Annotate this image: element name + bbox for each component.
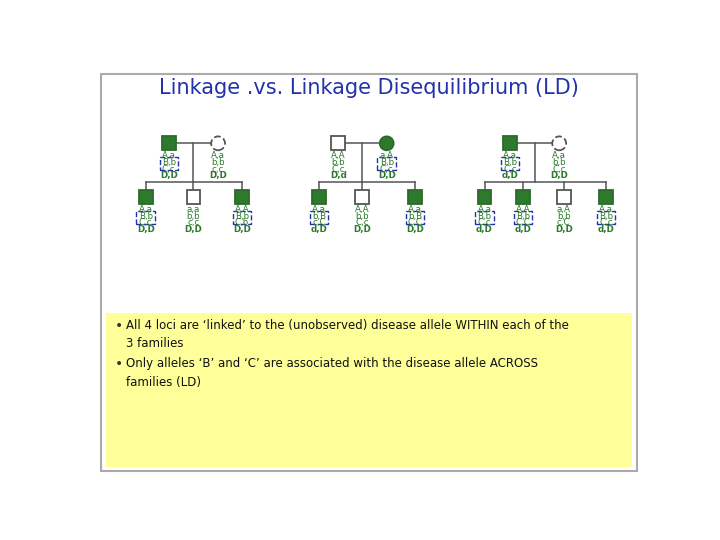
Bar: [235, 190, 249, 204]
Text: D,d: D,d: [330, 171, 346, 180]
Text: C,c: C,c: [599, 219, 613, 227]
Text: B,b: B,b: [516, 212, 530, 221]
Text: d,D: d,D: [598, 225, 615, 234]
Text: C,c: C,c: [139, 219, 153, 227]
Text: D,D: D,D: [353, 225, 371, 234]
Text: C,C: C,C: [408, 219, 423, 227]
Bar: [162, 137, 176, 150]
Text: C,C: C,C: [516, 219, 531, 227]
Text: d,D: d,D: [310, 225, 328, 234]
Text: D,D: D,D: [550, 171, 568, 180]
Text: C,b: C,b: [235, 219, 249, 227]
Text: Only alleles ‘B’ and ‘C’ are associated with the disease allele ACROSS
families : Only alleles ‘B’ and ‘C’ are associated …: [126, 357, 538, 389]
Bar: [597, 211, 616, 224]
Text: D,D: D,D: [555, 225, 572, 234]
Text: c,c: c,c: [212, 165, 224, 173]
Text: b,b: b,b: [331, 158, 345, 167]
Text: D,D: D,D: [184, 225, 202, 234]
Text: D,D: D,D: [406, 225, 424, 234]
Bar: [331, 137, 345, 150]
Bar: [312, 190, 326, 204]
Text: D,D: D,D: [209, 171, 227, 180]
Text: c,C: c,C: [312, 219, 325, 227]
Bar: [406, 211, 425, 224]
Text: b,b: b,b: [557, 212, 571, 221]
Bar: [106, 313, 632, 467]
Text: b,B: b,B: [312, 212, 326, 221]
Bar: [355, 190, 369, 204]
Text: C,c: C,c: [503, 165, 517, 173]
Bar: [186, 190, 200, 204]
Bar: [514, 211, 532, 224]
Text: a,A: a,A: [557, 205, 571, 214]
Bar: [503, 137, 517, 150]
Bar: [310, 211, 328, 224]
Text: c,C: c,C: [557, 219, 571, 227]
Text: A,a: A,a: [552, 151, 566, 160]
Text: c,c: c,c: [187, 219, 199, 227]
Text: b,b: b,b: [211, 158, 225, 167]
Text: B,b: B,b: [599, 212, 613, 221]
Text: A,A: A,A: [235, 205, 249, 214]
Text: •: •: [115, 357, 123, 372]
Bar: [139, 190, 153, 204]
Bar: [137, 211, 155, 224]
Text: d,D: d,D: [476, 225, 493, 234]
Text: A,A: A,A: [516, 205, 531, 214]
Text: A,a: A,a: [477, 205, 492, 214]
Text: C,c: C,c: [552, 165, 566, 173]
Text: A,a: A,a: [503, 151, 517, 160]
Text: A,a: A,a: [139, 205, 153, 214]
Bar: [233, 211, 251, 224]
Bar: [516, 190, 530, 204]
Text: b,b: b,b: [186, 212, 200, 221]
Text: A,A: A,A: [331, 151, 346, 160]
Text: D,D: D,D: [378, 171, 396, 180]
Text: B,b: B,b: [235, 212, 249, 221]
Text: C,c: C,c: [331, 165, 345, 173]
Bar: [500, 157, 519, 170]
Text: C,c: C,c: [477, 219, 491, 227]
Text: C,c: C,c: [162, 165, 176, 173]
Text: a,a: a,a: [186, 205, 200, 214]
Text: •: •: [115, 319, 123, 333]
Text: A,a: A,a: [408, 205, 422, 214]
Text: D,D: D,D: [137, 225, 155, 234]
Bar: [477, 190, 492, 204]
Text: b,B: b,B: [408, 212, 422, 221]
Text: A,a: A,a: [211, 151, 225, 160]
Circle shape: [211, 137, 225, 150]
Text: B,b: B,b: [162, 158, 176, 167]
Text: B,b: B,b: [139, 212, 153, 221]
Text: D,D: D,D: [160, 171, 178, 180]
Text: C,c: C,c: [355, 219, 369, 227]
Text: D,D: D,D: [233, 225, 251, 234]
Circle shape: [379, 137, 394, 150]
Bar: [377, 157, 396, 170]
Text: d,D: d,D: [501, 171, 518, 180]
Bar: [408, 190, 422, 204]
Bar: [599, 190, 613, 204]
Bar: [475, 211, 494, 224]
Text: B,b: B,b: [477, 212, 492, 221]
Text: A,a: A,a: [599, 205, 613, 214]
Text: A,a: A,a: [162, 151, 176, 160]
Text: b,b: b,b: [552, 158, 566, 167]
Text: a,A: a,A: [379, 151, 394, 160]
Text: A,a: A,a: [312, 205, 326, 214]
Text: B,b: B,b: [503, 158, 517, 167]
Text: d,D: d,D: [515, 225, 531, 234]
Text: C,c: C,c: [380, 165, 394, 173]
Text: b,b: b,b: [355, 212, 369, 221]
Text: Linkage .vs. Linkage Disequilibrium (LD): Linkage .vs. Linkage Disequilibrium (LD): [159, 78, 579, 98]
Bar: [160, 157, 178, 170]
Text: All 4 loci are ‘linked’ to the (unobserved) disease allele WITHIN each of the
3 : All 4 loci are ‘linked’ to the (unobserv…: [126, 319, 569, 350]
Bar: [557, 190, 571, 204]
Text: B,b: B,b: [379, 158, 394, 167]
Text: A,A: A,A: [355, 205, 369, 214]
Circle shape: [552, 137, 566, 150]
